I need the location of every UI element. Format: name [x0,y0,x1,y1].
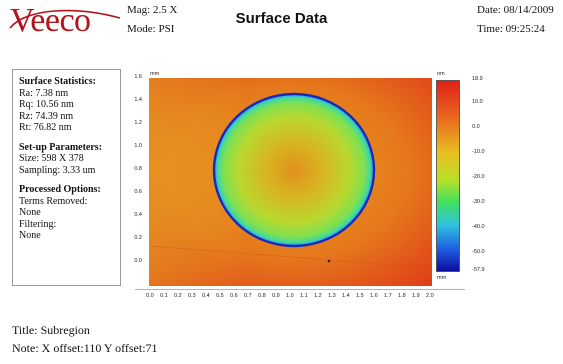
x-tick-label: 0.9 [272,293,280,299]
colorbar-tick-label: -57.9 [472,267,485,273]
logo-swoosh [9,9,121,29]
mag-info: Mag: 2.5 X [127,4,177,16]
y-tick-label: 0.2 [134,235,142,241]
rz-value: Rz: 74.39 nm [19,110,74,122]
y-tick-label: 0.0 [134,258,142,264]
filtering-label: Filtering: [19,218,57,230]
mag-label: Mag: [127,4,151,16]
mag-value: 2.5 X [152,4,178,16]
time-info: Time: 09:25:24 [477,23,545,35]
x-tick-label: 0.7 [244,293,252,299]
x-tick-label: 0.0 [146,293,154,299]
colorbar-tick-label: -20.0 [472,174,485,180]
terms-removed-label: Terms Removed: [19,195,88,207]
x-tick-label: 0.6 [230,293,238,299]
x-tick-label: 1.1 [300,293,308,299]
colorbar-tick-label: -10.0 [472,149,485,155]
size-value: Size: 598 X 378 [19,153,84,164]
x-tick-label: 1.7 [384,293,392,299]
rq-value: Rq: 10.56 nm [19,99,74,110]
x-tick-label: 0.3 [188,293,196,299]
x-tick-label: 1.4 [342,293,350,299]
setup-parameters-title: Set-up Parameters: [19,141,103,153]
footer-title: Title: Subregion [12,323,90,337]
date-info: Date: 08/14/2009 [477,4,554,16]
x-tick-label: 0.2 [174,293,182,299]
x-tick-label: 0.5 [216,293,224,299]
x-tick-label: 1.3 [328,293,336,299]
time-value: 09:25:24 [505,23,545,35]
statistics-panel: Surface Statistics: Ra: 7.38 nm Rq: 10.5… [12,69,121,286]
date-label: Date: [477,4,501,16]
date-value: 08/14/2009 [503,4,554,16]
footer-note: Note: X offset:110 Y offset:71 [12,341,158,355]
x-tick-label: 0.1 [160,293,168,299]
colorbar-tick-label: 18.9 [472,76,483,82]
processed-options-title: Processed Options: [19,184,101,195]
colorbar-tick-label: 0.0 [472,124,480,130]
page-title: Surface Data [235,10,328,27]
colorbar-tick-label: -30.0 [472,199,485,205]
mode-info: Mode: PSI [127,23,174,35]
rt-value: Rt: 76.82 nm [19,122,72,133]
x-tick-label: 1.2 [314,293,322,299]
colorbar-tick-label: -50.0 [472,249,485,255]
scratch-line [149,245,432,269]
surface-height-map [149,78,432,286]
y-tick-label: 1.0 [134,143,142,149]
colorbar-tick-label: 10.0 [472,99,483,105]
plot-baseline [135,289,465,290]
colorbar [436,80,460,272]
x-tick-label: 0.8 [258,293,266,299]
y-tick-label: 1.4 [134,97,142,103]
terms-removed-value: None [19,207,41,218]
y-tick-label: 1.6 [134,74,142,80]
x-tick-label: 2.0 [426,293,434,299]
y-tick-label: 1.2 [134,120,142,126]
colorbar-bottom-unit: mm [437,275,447,281]
x-tick-label: 0.4 [202,293,210,299]
colorbar-tick-label: -40.0 [472,224,485,230]
circular-feature [214,94,374,246]
colorbar-unit: nm [437,71,445,77]
x-tick-label: 1.9 [412,293,420,299]
filtering-value: None [19,230,41,241]
x-tick-label: 1.6 [370,293,378,299]
defect-dot [327,259,331,263]
mode-value: PSI [158,23,175,35]
y-tick-label: 0.4 [134,212,142,218]
mode-label: Mode: [127,23,156,35]
surface-statistics-title: Surface Statistics: [19,76,96,87]
y-tick-label: 0.8 [134,166,142,172]
ra-value: Ra: 7.38 nm [19,87,69,99]
veeco-logo: Veeco [10,2,91,39]
x-tick-label: 1.8 [398,293,406,299]
y-axis-unit: mm [150,71,160,77]
x-tick-label: 1.0 [286,293,294,299]
time-label: Time: [477,23,503,35]
y-tick-label: 0.6 [134,189,142,195]
sampling-value: Sampling: 3.33 um [19,164,96,176]
x-tick-label: 1.5 [356,293,364,299]
